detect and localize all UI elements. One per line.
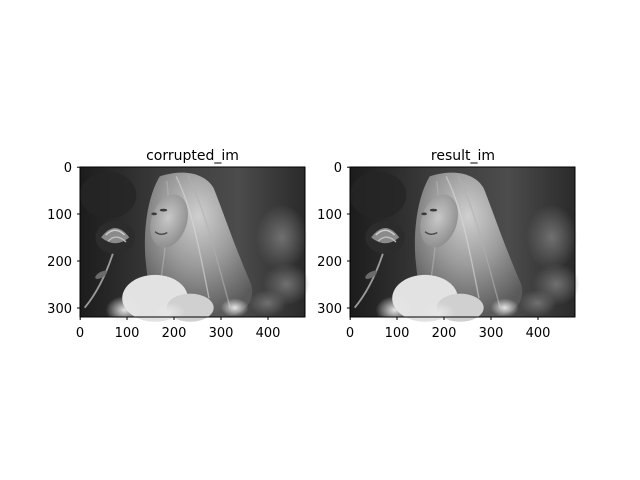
image-display bbox=[79, 166, 311, 326]
y-tick-label: 0 bbox=[64, 161, 72, 176]
x-axis: 0 100 200 300 400 bbox=[76, 317, 281, 341]
y-tick-label: 0 bbox=[334, 161, 342, 176]
x-tick-label: 300 bbox=[479, 326, 504, 341]
panel-title: result_im bbox=[431, 148, 495, 164]
panel-title: corrupted_im bbox=[146, 148, 239, 164]
x-tick-label: 0 bbox=[346, 326, 354, 341]
y-tick-label: 200 bbox=[47, 255, 72, 270]
y-axis: 0 100 200 300 bbox=[47, 161, 80, 317]
x-tick-label: 400 bbox=[256, 326, 281, 341]
panel-right: result_im 0 100 200 300 0 100 200 300 40… bbox=[317, 148, 581, 341]
x-tick-label: 100 bbox=[115, 326, 140, 341]
axes-frame bbox=[79, 166, 306, 318]
x-axis: 0 100 200 300 400 bbox=[346, 317, 551, 341]
y-axis: 0 100 200 300 bbox=[317, 161, 350, 317]
x-tick-label: 0 bbox=[76, 326, 84, 341]
y-tick-label: 100 bbox=[317, 208, 342, 223]
y-tick-label: 300 bbox=[317, 302, 342, 317]
axes-frame bbox=[349, 166, 576, 318]
x-tick-label: 400 bbox=[526, 326, 551, 341]
x-tick-label: 200 bbox=[162, 326, 187, 341]
x-tick-label: 200 bbox=[432, 326, 457, 341]
image-display bbox=[349, 166, 581, 326]
panel-left: corrupted_im 0 100 200 300 0 100 200 300 bbox=[47, 148, 311, 341]
x-tick-label: 300 bbox=[209, 326, 234, 341]
y-tick-label: 300 bbox=[47, 302, 72, 317]
x-tick-label: 100 bbox=[385, 326, 410, 341]
y-tick-label: 200 bbox=[317, 255, 342, 270]
y-tick-label: 100 bbox=[47, 208, 72, 223]
